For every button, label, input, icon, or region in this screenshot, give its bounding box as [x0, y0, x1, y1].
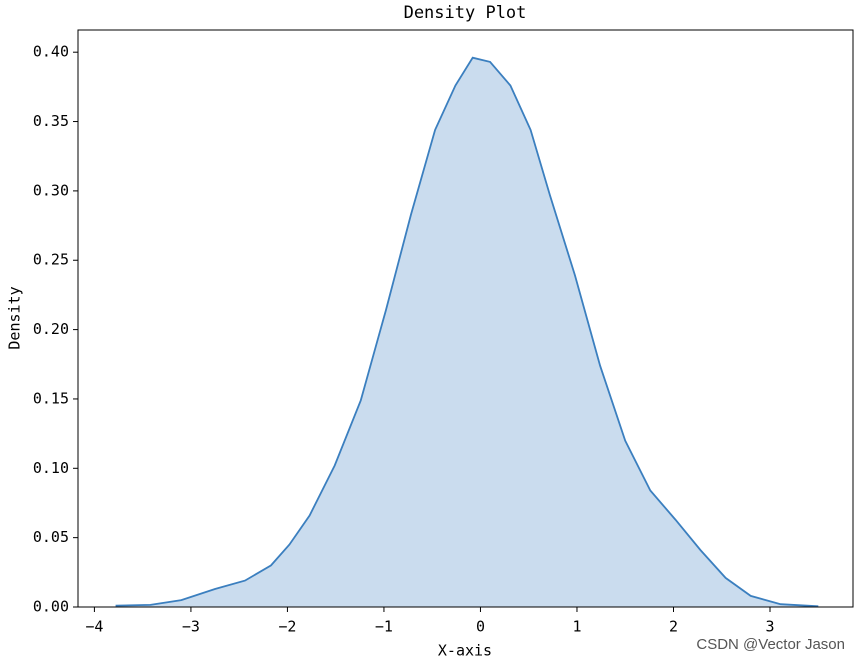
y-tick-label: 0.30 [33, 181, 69, 199]
watermark: CSDN @Vector Jason [696, 636, 845, 653]
y-axis-label: Density [6, 286, 24, 349]
x-tick-label: 1 [572, 618, 581, 636]
x-tick-label: 0 [476, 618, 485, 636]
y-tick-label: 0.35 [33, 112, 69, 130]
y-tick-label: 0.05 [33, 528, 69, 546]
density-area [115, 57, 819, 607]
x-tick-label: 3 [765, 618, 774, 636]
x-axis-label: X-axis [438, 642, 492, 660]
x-tick-label: −3 [182, 618, 200, 636]
x-tick-label: −4 [85, 618, 103, 636]
y-tick-label: 0.40 [33, 43, 69, 61]
y-tick-label: 0.20 [33, 320, 69, 338]
density-line [115, 56, 819, 608]
y-tick-label: 0.00 [33, 598, 69, 616]
x-tick-label: 2 [669, 618, 678, 636]
y-tick-label: 0.25 [33, 251, 69, 269]
x-tick-label: −1 [375, 618, 393, 636]
x-tick-label: −2 [278, 618, 296, 636]
chart-title: Density Plot [404, 3, 527, 23]
plot-frame [77, 29, 854, 608]
y-tick-label: 0.15 [33, 389, 69, 407]
y-tick-label: 0.10 [33, 459, 69, 477]
